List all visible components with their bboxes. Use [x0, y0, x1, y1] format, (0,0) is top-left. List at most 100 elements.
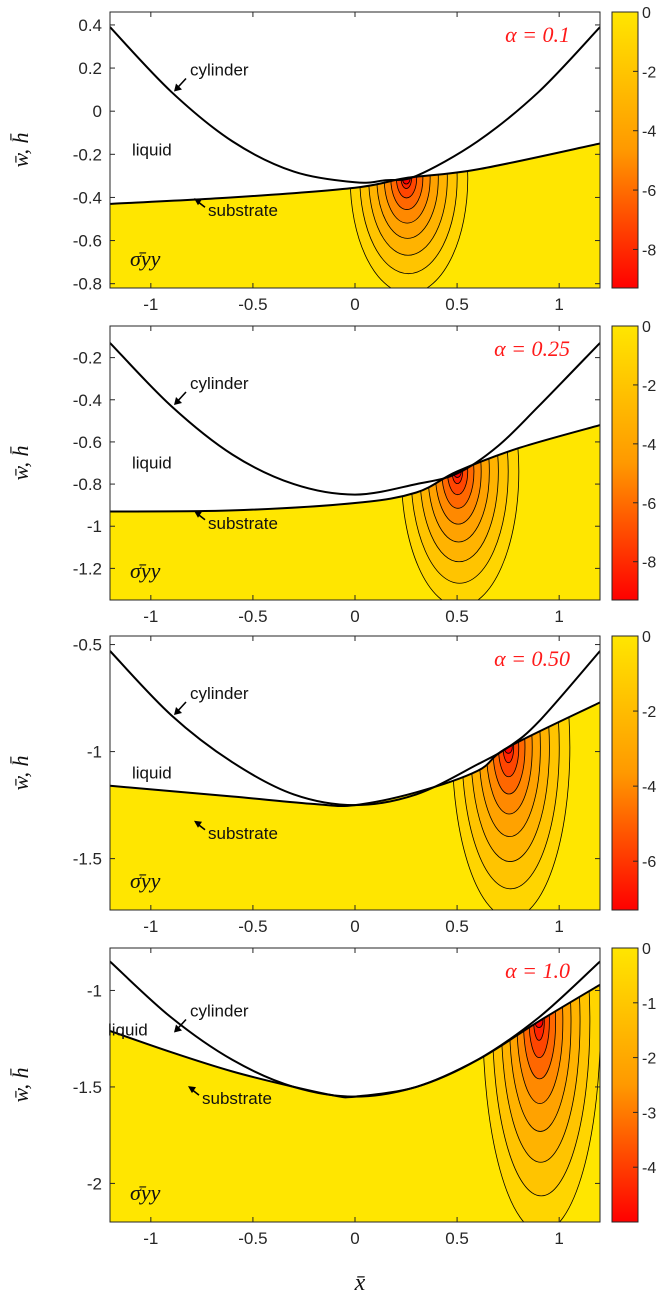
x-tick-label: -0.5	[238, 607, 267, 626]
colorbar-tick-label: -4	[642, 124, 656, 141]
y-tick-label: -0.8	[73, 475, 102, 494]
colorbar-tick-label: 0	[642, 941, 651, 958]
colorbar-tick-label: 0	[642, 319, 651, 336]
x-tick-label: 0.5	[445, 607, 469, 626]
cylinder-arrowhead	[174, 1024, 182, 1033]
liquid-region	[110, 326, 600, 512]
y-tick-label: -1	[87, 517, 102, 536]
y-tick-label: -0.5	[73, 636, 102, 655]
stress-field-label: σ̄yy	[130, 246, 161, 271]
liquid-label: liquid	[132, 453, 172, 472]
y-tick-label: -0.4	[73, 188, 102, 207]
x-tick-label: 0.5	[445, 1229, 469, 1248]
colorbar	[611, 947, 639, 1223]
x-tick-label: 0	[350, 607, 359, 626]
x-tick-label: 0.5	[445, 295, 469, 314]
stress-field-label: σ̄yy	[130, 1180, 161, 1205]
y-tick-label: -0.4	[73, 391, 102, 410]
alpha-label: α = 0.25	[494, 336, 570, 361]
y-tick-label: -1.5	[73, 850, 102, 869]
x-tick-label: -1	[143, 607, 158, 626]
y-tick-label: 0.4	[78, 16, 102, 35]
colorbar-tick-label: -2	[642, 378, 656, 395]
y-tick-label: -1	[87, 981, 102, 1000]
y-tick-label: -2	[87, 1174, 102, 1193]
colorbar-tick-label: -3	[642, 1105, 656, 1122]
x-tick-label: 1	[554, 607, 563, 626]
x-tick-label: -0.5	[238, 917, 267, 936]
stress-field-label: σ̄yy	[130, 868, 161, 893]
colorbar-tick-label: -2	[642, 704, 656, 721]
substrate-label: substrate	[208, 824, 278, 843]
x-tick-label: 1	[554, 1229, 563, 1248]
panel-4: -1 -0.5 0 0.5 1 -1 -1.5 -2 w̄, h̄ α = 1.0 cylinder…	[8, 941, 656, 1248]
y-tick-label: -1.5	[73, 1078, 102, 1097]
y-tick-label: -0.8	[73, 275, 102, 294]
cylinder-arrowhead	[174, 707, 182, 716]
substrate-arrowhead	[194, 820, 202, 828]
colorbar-tick-label: -8	[642, 242, 656, 259]
colorbar-tick-label: -1	[642, 996, 656, 1013]
cylinder-curve	[110, 650, 600, 807]
cylinder-curve	[110, 26, 600, 184]
x-tick-label: -1	[143, 917, 158, 936]
colorbar	[611, 11, 639, 289]
alpha-label: α = 1.0	[505, 958, 570, 983]
x-tick-label: -0.5	[238, 295, 267, 314]
colorbar-tick-label: -6	[642, 183, 656, 200]
colorbar-tick-label: -6	[642, 854, 656, 871]
x-tick-label: 1	[554, 295, 563, 314]
y-tick-label: 0.2	[78, 59, 102, 78]
substrate-label: substrate	[208, 514, 278, 533]
y-tick-label: -0.2	[73, 145, 102, 164]
substrate-curve	[110, 424, 600, 513]
cylinder-curve	[110, 960, 600, 1098]
cylinder-label: cylinder	[190, 374, 249, 393]
panel-1: -1 -0.5 0 0.5 1 0.4 0.2 0 -0.2 -0.4 -0.6 -0.8 w̄, h̄…	[8, 5, 656, 314]
x-tick-label: -0.5	[238, 1229, 267, 1248]
panel-3: -1 -0.5 0 0.5 1 -0.5 -1 -1.5 w̄, h̄ α = 0.50 cylin…	[8, 629, 656, 936]
substrate-arrowhead	[194, 198, 202, 206]
colorbar-tick-label: -4	[642, 1160, 656, 1177]
colorbar-tick-label: -2	[642, 1051, 656, 1068]
cylinder-arrowhead	[174, 83, 182, 92]
colorbar-tick-label: -6	[642, 496, 656, 513]
cylinder-curve	[110, 342, 600, 496]
substrate-curve	[110, 142, 600, 205]
colorbar-tick-label: -8	[642, 555, 656, 572]
cylinder-label: cylinder	[190, 1002, 249, 1021]
y-tick-label: -0.6	[73, 232, 102, 251]
x-axis-label: x̄	[354, 1270, 366, 1296]
substrate-arrowhead	[194, 510, 202, 518]
x-tick-label: -1	[143, 295, 158, 314]
x-tick-label: -1	[143, 1229, 158, 1248]
colorbar-tick-label: -2	[642, 64, 656, 81]
y-tick-label: 0	[93, 102, 102, 121]
panel-2: -1 -0.5 0 0.5 1 -0.2 -0.4 -0.6 -0.8 -1 -1.2 w̄, h̄ α…	[8, 319, 656, 626]
substrate-label: substrate	[202, 1089, 272, 1108]
substrate-label: substrate	[208, 201, 278, 220]
y-tick-label: -0.2	[73, 349, 102, 368]
y-tick-label: -1	[87, 743, 102, 762]
x-tick-label: 0	[350, 295, 359, 314]
substrate-fill	[110, 984, 600, 1222]
substrate-arrowhead	[188, 1086, 196, 1094]
cylinder-arrowhead	[174, 397, 182, 406]
y-axis-label: w̄, h̄	[8, 1067, 33, 1102]
colorbar	[611, 635, 639, 911]
cylinder-label: cylinder	[190, 60, 249, 79]
y-axis-label: w̄, h̄	[8, 132, 33, 167]
liquid-label: liquid	[132, 763, 172, 782]
liquid-label: liquid	[132, 141, 172, 160]
colorbar	[611, 325, 639, 601]
x-tick-label: 0.5	[445, 917, 469, 936]
x-tick-label: 0	[350, 1229, 359, 1248]
alpha-label: α = 0.50	[494, 646, 570, 671]
stress-field-label: σ̄yy	[130, 558, 161, 583]
x-tick-label: 0	[350, 917, 359, 936]
cylinder-label: cylinder	[190, 684, 249, 703]
colorbar-tick-label: 0	[642, 629, 651, 646]
y-tick-label: -0.6	[73, 433, 102, 452]
y-tick-label: -1.2	[73, 559, 102, 578]
